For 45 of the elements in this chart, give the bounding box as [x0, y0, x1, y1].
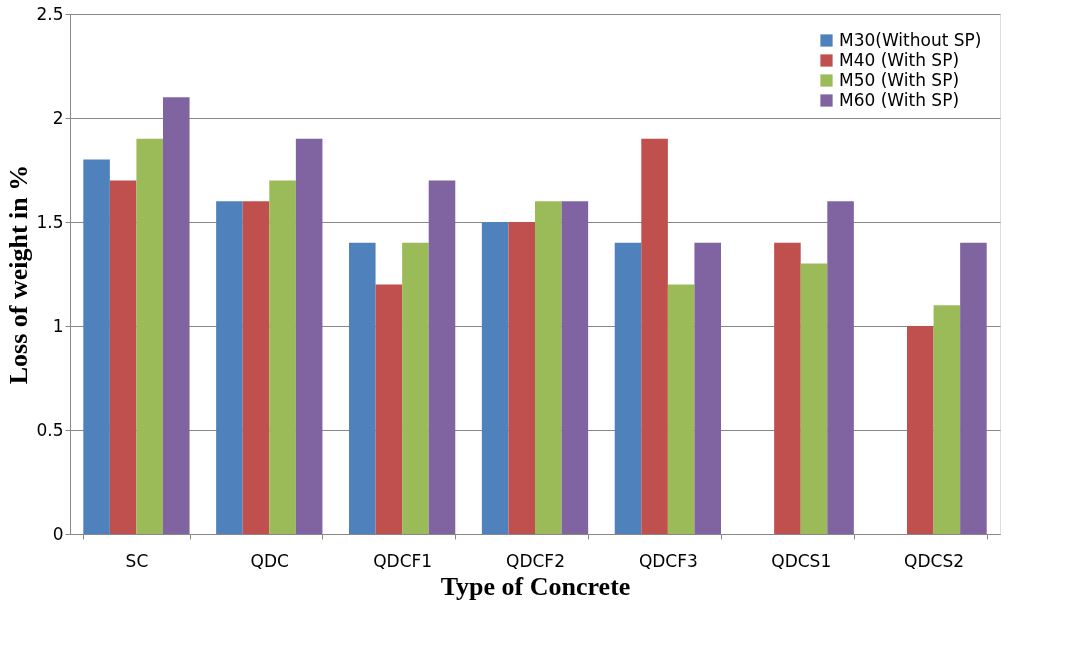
bar: [269, 180, 296, 534]
bar: [694, 242, 721, 534]
x-axis-title: Type of Concrete: [440, 571, 631, 601]
bar: [561, 201, 589, 534]
bar: [295, 138, 323, 534]
y-tick-label: 2.5: [36, 3, 64, 24]
bar: [242, 201, 270, 534]
x-tick-label: QDCF1: [373, 550, 433, 571]
legend-label: M60 (With SP): [839, 89, 960, 110]
bar: [907, 326, 934, 534]
legend-label: M30(Without SP): [839, 29, 982, 50]
x-tick-label: SC: [125, 550, 149, 571]
legend-label: M40 (With SP): [839, 49, 960, 70]
bar: [402, 242, 429, 534]
y-tick-label: 1.5: [36, 211, 64, 232]
bar: [481, 222, 509, 534]
y-tick-label: 1: [52, 315, 64, 336]
bar: [960, 242, 987, 534]
bar: [375, 284, 403, 534]
bar: [614, 242, 642, 534]
bar: [428, 180, 456, 534]
x-tick-label: QDCF2: [506, 550, 565, 571]
bar: [83, 159, 110, 534]
bar: [667, 284, 695, 534]
bar: [774, 242, 801, 534]
y-tick-label: 2: [52, 107, 64, 128]
bar: [349, 242, 376, 534]
y-tick-label: 0: [52, 523, 64, 544]
x-tick-label: QDCF3: [638, 550, 698, 571]
y-tick-label: 0.5: [36, 419, 64, 440]
x-tick-label: QDCS2: [904, 550, 965, 571]
bar: [933, 305, 961, 534]
bar: [136, 138, 163, 534]
y-axis-title: Loss of weight in %: [4, 164, 34, 385]
bar: [508, 222, 535, 534]
x-tick-label: QDCS1: [771, 550, 832, 571]
bar: [827, 201, 854, 534]
x-tick-label: QDC: [250, 550, 289, 571]
bar: [800, 263, 828, 534]
bar: [109, 180, 137, 534]
bar: [535, 201, 562, 534]
legend-label: M50 (With SP): [839, 69, 960, 90]
bar: [641, 138, 668, 534]
bar: [216, 201, 243, 534]
bar: [163, 97, 190, 534]
